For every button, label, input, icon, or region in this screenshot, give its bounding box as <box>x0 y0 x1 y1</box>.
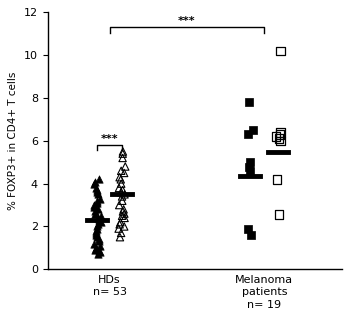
Point <box>273 134 279 139</box>
Point <box>278 48 283 53</box>
Point <box>97 218 102 223</box>
Point <box>96 249 102 254</box>
Point <box>247 168 253 173</box>
Point <box>247 160 253 165</box>
Point <box>245 132 251 137</box>
Point <box>276 136 282 141</box>
Point <box>96 177 101 182</box>
Point <box>250 128 256 133</box>
Point <box>98 213 103 218</box>
Point <box>117 203 122 208</box>
Point <box>91 205 97 210</box>
Point <box>91 241 97 246</box>
Point <box>117 222 122 227</box>
Point <box>118 168 124 173</box>
Point <box>93 232 99 238</box>
Point <box>277 132 283 137</box>
Point <box>121 224 127 229</box>
Point <box>94 224 100 229</box>
Point <box>91 181 97 186</box>
Point <box>93 185 98 190</box>
Point <box>118 181 124 186</box>
Point <box>97 196 103 201</box>
Point <box>119 198 125 203</box>
Point <box>117 175 122 180</box>
Point <box>94 188 100 193</box>
Point <box>118 220 123 225</box>
Point <box>278 138 283 143</box>
Point <box>120 149 126 154</box>
Point <box>246 164 252 169</box>
Point <box>276 212 282 217</box>
Point <box>97 243 103 248</box>
Y-axis label: % FOXP3+ in CD4+ T cells: % FOXP3+ in CD4+ T cells <box>8 72 18 210</box>
Point <box>119 194 125 199</box>
Point <box>97 239 102 244</box>
Point <box>95 222 100 227</box>
Point <box>92 209 98 214</box>
Point <box>121 211 127 216</box>
Point <box>122 215 127 220</box>
Point <box>94 235 100 240</box>
Text: ***: *** <box>178 16 196 26</box>
Point <box>94 190 100 195</box>
Point <box>94 198 100 203</box>
Point <box>98 220 103 225</box>
Point <box>118 230 124 235</box>
Point <box>92 211 98 216</box>
Point <box>118 190 124 195</box>
Point <box>91 203 97 208</box>
Point <box>95 207 101 212</box>
Point <box>92 179 98 184</box>
Point <box>95 192 101 197</box>
Point <box>94 200 100 205</box>
Point <box>122 164 128 169</box>
Point <box>120 209 126 214</box>
Point <box>120 151 126 156</box>
Point <box>246 226 251 231</box>
Point <box>93 230 99 235</box>
Point <box>120 156 125 161</box>
Point <box>246 100 252 105</box>
Point <box>116 185 122 190</box>
Point <box>119 213 125 218</box>
Point <box>93 245 99 251</box>
Point <box>117 235 123 240</box>
Point <box>97 250 103 255</box>
Point <box>274 177 280 182</box>
Point <box>121 207 126 212</box>
Point <box>121 170 127 176</box>
Point <box>95 215 101 220</box>
Point <box>122 192 127 197</box>
Point <box>97 237 102 242</box>
Point <box>120 188 125 193</box>
Point <box>278 130 284 135</box>
Point <box>118 177 124 182</box>
Point <box>94 226 100 231</box>
Point <box>248 232 254 238</box>
Point <box>95 252 101 257</box>
Point <box>93 228 98 233</box>
Point <box>92 247 98 252</box>
Text: ***: *** <box>101 134 118 144</box>
Point <box>116 226 121 231</box>
